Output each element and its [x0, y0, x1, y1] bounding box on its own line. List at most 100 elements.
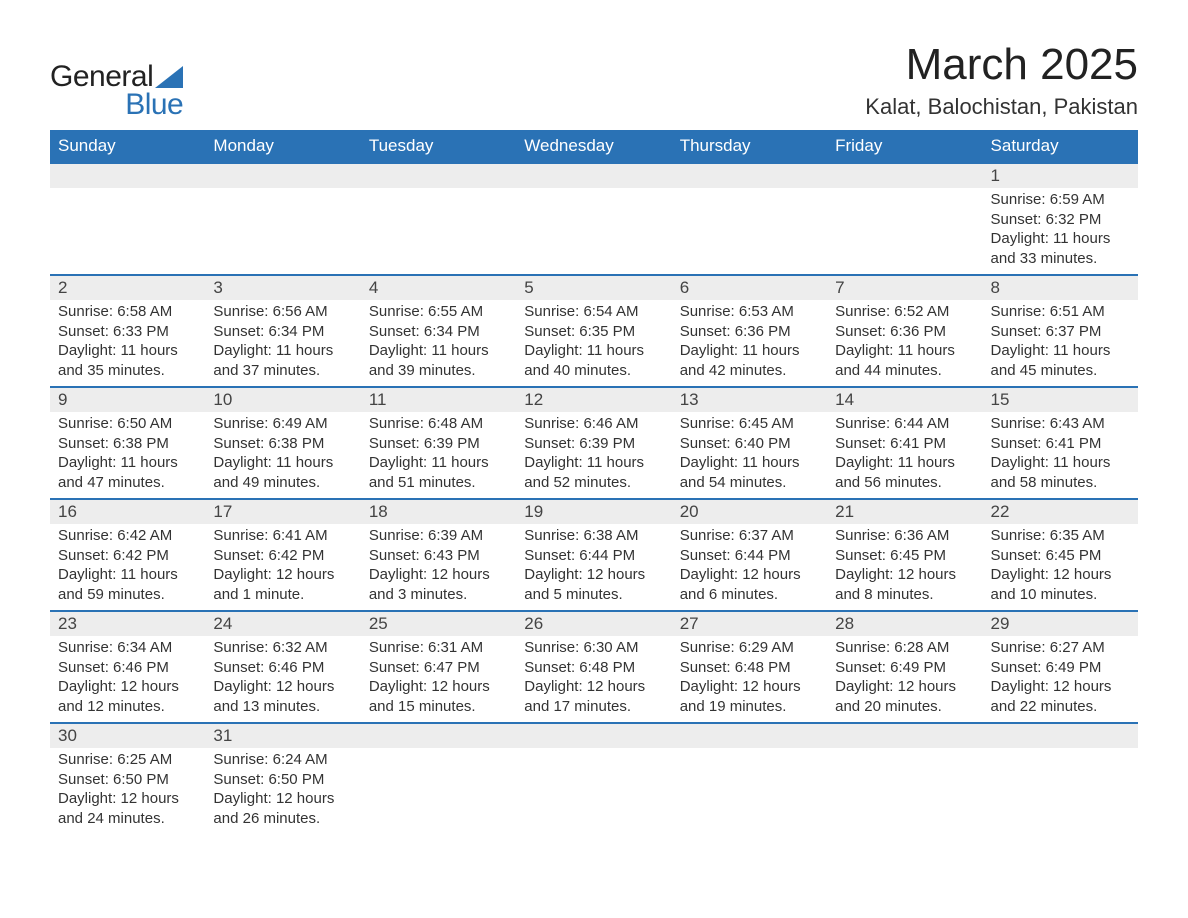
sunset-line: Sunset: 6:37 PM: [991, 322, 1130, 342]
day-number: 18: [361, 500, 516, 524]
calendar-week-numbers: 23242526272829: [50, 611, 1138, 636]
sunset-line: Sunset: 6:41 PM: [991, 434, 1130, 454]
day-number: 13: [672, 388, 827, 412]
day-number-cell: 14: [827, 387, 982, 412]
sunset-line: Sunset: 6:34 PM: [213, 322, 352, 342]
daylight-line: Daylight: 11 hours and 49 minutes.: [213, 453, 352, 492]
sunrise-line: Sunrise: 6:29 AM: [680, 638, 819, 658]
day-number-cell: [827, 163, 982, 188]
day-detail-cell: Sunrise: 6:35 AMSunset: 6:45 PMDaylight:…: [983, 524, 1138, 611]
day-number: 14: [827, 388, 982, 412]
daylight-line: Daylight: 12 hours and 22 minutes.: [991, 677, 1130, 716]
day-detail-cell: Sunrise: 6:27 AMSunset: 6:49 PMDaylight:…: [983, 636, 1138, 723]
day-number-cell: [361, 723, 516, 748]
day-number: 30: [50, 724, 205, 748]
day-detail-cell: Sunrise: 6:46 AMSunset: 6:39 PMDaylight:…: [516, 412, 671, 499]
daylight-line: Daylight: 11 hours and 44 minutes.: [835, 341, 974, 380]
sunset-line: Sunset: 6:38 PM: [58, 434, 197, 454]
day-detail-cell: [516, 748, 671, 834]
sunrise-line: Sunrise: 6:24 AM: [213, 750, 352, 770]
sunset-line: Sunset: 6:42 PM: [58, 546, 197, 566]
sunrise-line: Sunrise: 6:44 AM: [835, 414, 974, 434]
daylight-line: Daylight: 11 hours and 47 minutes.: [58, 453, 197, 492]
day-number-cell: 8: [983, 275, 1138, 300]
daylight-line: Daylight: 12 hours and 13 minutes.: [213, 677, 352, 716]
day-detail-cell: Sunrise: 6:52 AMSunset: 6:36 PMDaylight:…: [827, 300, 982, 387]
day-detail-cell: Sunrise: 6:43 AMSunset: 6:41 PMDaylight:…: [983, 412, 1138, 499]
calendar-week-numbers: 9101112131415: [50, 387, 1138, 412]
day-detail-cell: Sunrise: 6:41 AMSunset: 6:42 PMDaylight:…: [205, 524, 360, 611]
sunset-line: Sunset: 6:42 PM: [213, 546, 352, 566]
day-detail-cell: [50, 188, 205, 275]
daylight-line: Daylight: 11 hours and 52 minutes.: [524, 453, 663, 492]
weekday-header-cell: Monday: [205, 130, 360, 163]
calendar-week-details: Sunrise: 6:25 AMSunset: 6:50 PMDaylight:…: [50, 748, 1138, 834]
day-number: 8: [983, 276, 1138, 300]
day-number-cell: 22: [983, 499, 1138, 524]
sunset-line: Sunset: 6:45 PM: [835, 546, 974, 566]
daylight-line: Daylight: 11 hours and 54 minutes.: [680, 453, 819, 492]
sunrise-line: Sunrise: 6:42 AM: [58, 526, 197, 546]
sunrise-line: Sunrise: 6:58 AM: [58, 302, 197, 322]
sunset-line: Sunset: 6:35 PM: [524, 322, 663, 342]
daylight-line: Daylight: 11 hours and 56 minutes.: [835, 453, 974, 492]
calendar-week-details: Sunrise: 6:58 AMSunset: 6:33 PMDaylight:…: [50, 300, 1138, 387]
day-number-cell: [361, 163, 516, 188]
day-number-cell: 11: [361, 387, 516, 412]
calendar-week-details: Sunrise: 6:34 AMSunset: 6:46 PMDaylight:…: [50, 636, 1138, 723]
daylight-line: Daylight: 12 hours and 6 minutes.: [680, 565, 819, 604]
calendar-week-details: Sunrise: 6:42 AMSunset: 6:42 PMDaylight:…: [50, 524, 1138, 611]
day-number-cell: 9: [50, 387, 205, 412]
sunset-line: Sunset: 6:32 PM: [991, 210, 1130, 230]
day-number-cell: 4: [361, 275, 516, 300]
day-detail-cell: [516, 188, 671, 275]
day-number: 3: [205, 276, 360, 300]
day-number: 31: [205, 724, 360, 748]
sunrise-line: Sunrise: 6:25 AM: [58, 750, 197, 770]
day-number-cell: 3: [205, 275, 360, 300]
sunrise-line: Sunrise: 6:49 AM: [213, 414, 352, 434]
day-number: 1: [983, 164, 1138, 188]
day-detail-cell: Sunrise: 6:44 AMSunset: 6:41 PMDaylight:…: [827, 412, 982, 499]
daylight-line: Daylight: 12 hours and 10 minutes.: [991, 565, 1130, 604]
sunset-line: Sunset: 6:50 PM: [58, 770, 197, 790]
day-number-cell: 5: [516, 275, 671, 300]
day-number-cell: 31: [205, 723, 360, 748]
day-detail-cell: Sunrise: 6:59 AMSunset: 6:32 PMDaylight:…: [983, 188, 1138, 275]
day-detail-cell: Sunrise: 6:34 AMSunset: 6:46 PMDaylight:…: [50, 636, 205, 723]
sunset-line: Sunset: 6:40 PM: [680, 434, 819, 454]
sunrise-line: Sunrise: 6:38 AM: [524, 526, 663, 546]
day-number: 20: [672, 500, 827, 524]
calendar-week-numbers: 16171819202122: [50, 499, 1138, 524]
sunrise-line: Sunrise: 6:55 AM: [369, 302, 508, 322]
sunrise-line: Sunrise: 6:28 AM: [835, 638, 974, 658]
sunrise-line: Sunrise: 6:37 AM: [680, 526, 819, 546]
sunset-line: Sunset: 6:49 PM: [991, 658, 1130, 678]
day-number-cell: 2: [50, 275, 205, 300]
weekday-header-cell: Saturday: [983, 130, 1138, 163]
day-detail-cell: [983, 748, 1138, 834]
sunset-line: Sunset: 6:36 PM: [835, 322, 974, 342]
calendar-week-numbers: 3031: [50, 723, 1138, 748]
day-number-cell: 26: [516, 611, 671, 636]
day-number-cell: 28: [827, 611, 982, 636]
day-detail-cell: Sunrise: 6:45 AMSunset: 6:40 PMDaylight:…: [672, 412, 827, 499]
day-number-cell: 23: [50, 611, 205, 636]
calendar-week-numbers: 1: [50, 163, 1138, 188]
sunrise-line: Sunrise: 6:50 AM: [58, 414, 197, 434]
sunset-line: Sunset: 6:41 PM: [835, 434, 974, 454]
daylight-line: Daylight: 11 hours and 58 minutes.: [991, 453, 1130, 492]
day-number-cell: 29: [983, 611, 1138, 636]
sunrise-line: Sunrise: 6:27 AM: [991, 638, 1130, 658]
calendar-week-numbers: 2345678: [50, 275, 1138, 300]
sunset-line: Sunset: 6:43 PM: [369, 546, 508, 566]
day-number-cell: [672, 163, 827, 188]
sunset-line: Sunset: 6:46 PM: [213, 658, 352, 678]
sunrise-line: Sunrise: 6:43 AM: [991, 414, 1130, 434]
weekday-header-cell: Sunday: [50, 130, 205, 163]
day-number: 26: [516, 612, 671, 636]
calendar-week-details: Sunrise: 6:50 AMSunset: 6:38 PMDaylight:…: [50, 412, 1138, 499]
daylight-line: Daylight: 11 hours and 45 minutes.: [991, 341, 1130, 380]
calendar-week-details: Sunrise: 6:59 AMSunset: 6:32 PMDaylight:…: [50, 188, 1138, 275]
day-number: 5: [516, 276, 671, 300]
